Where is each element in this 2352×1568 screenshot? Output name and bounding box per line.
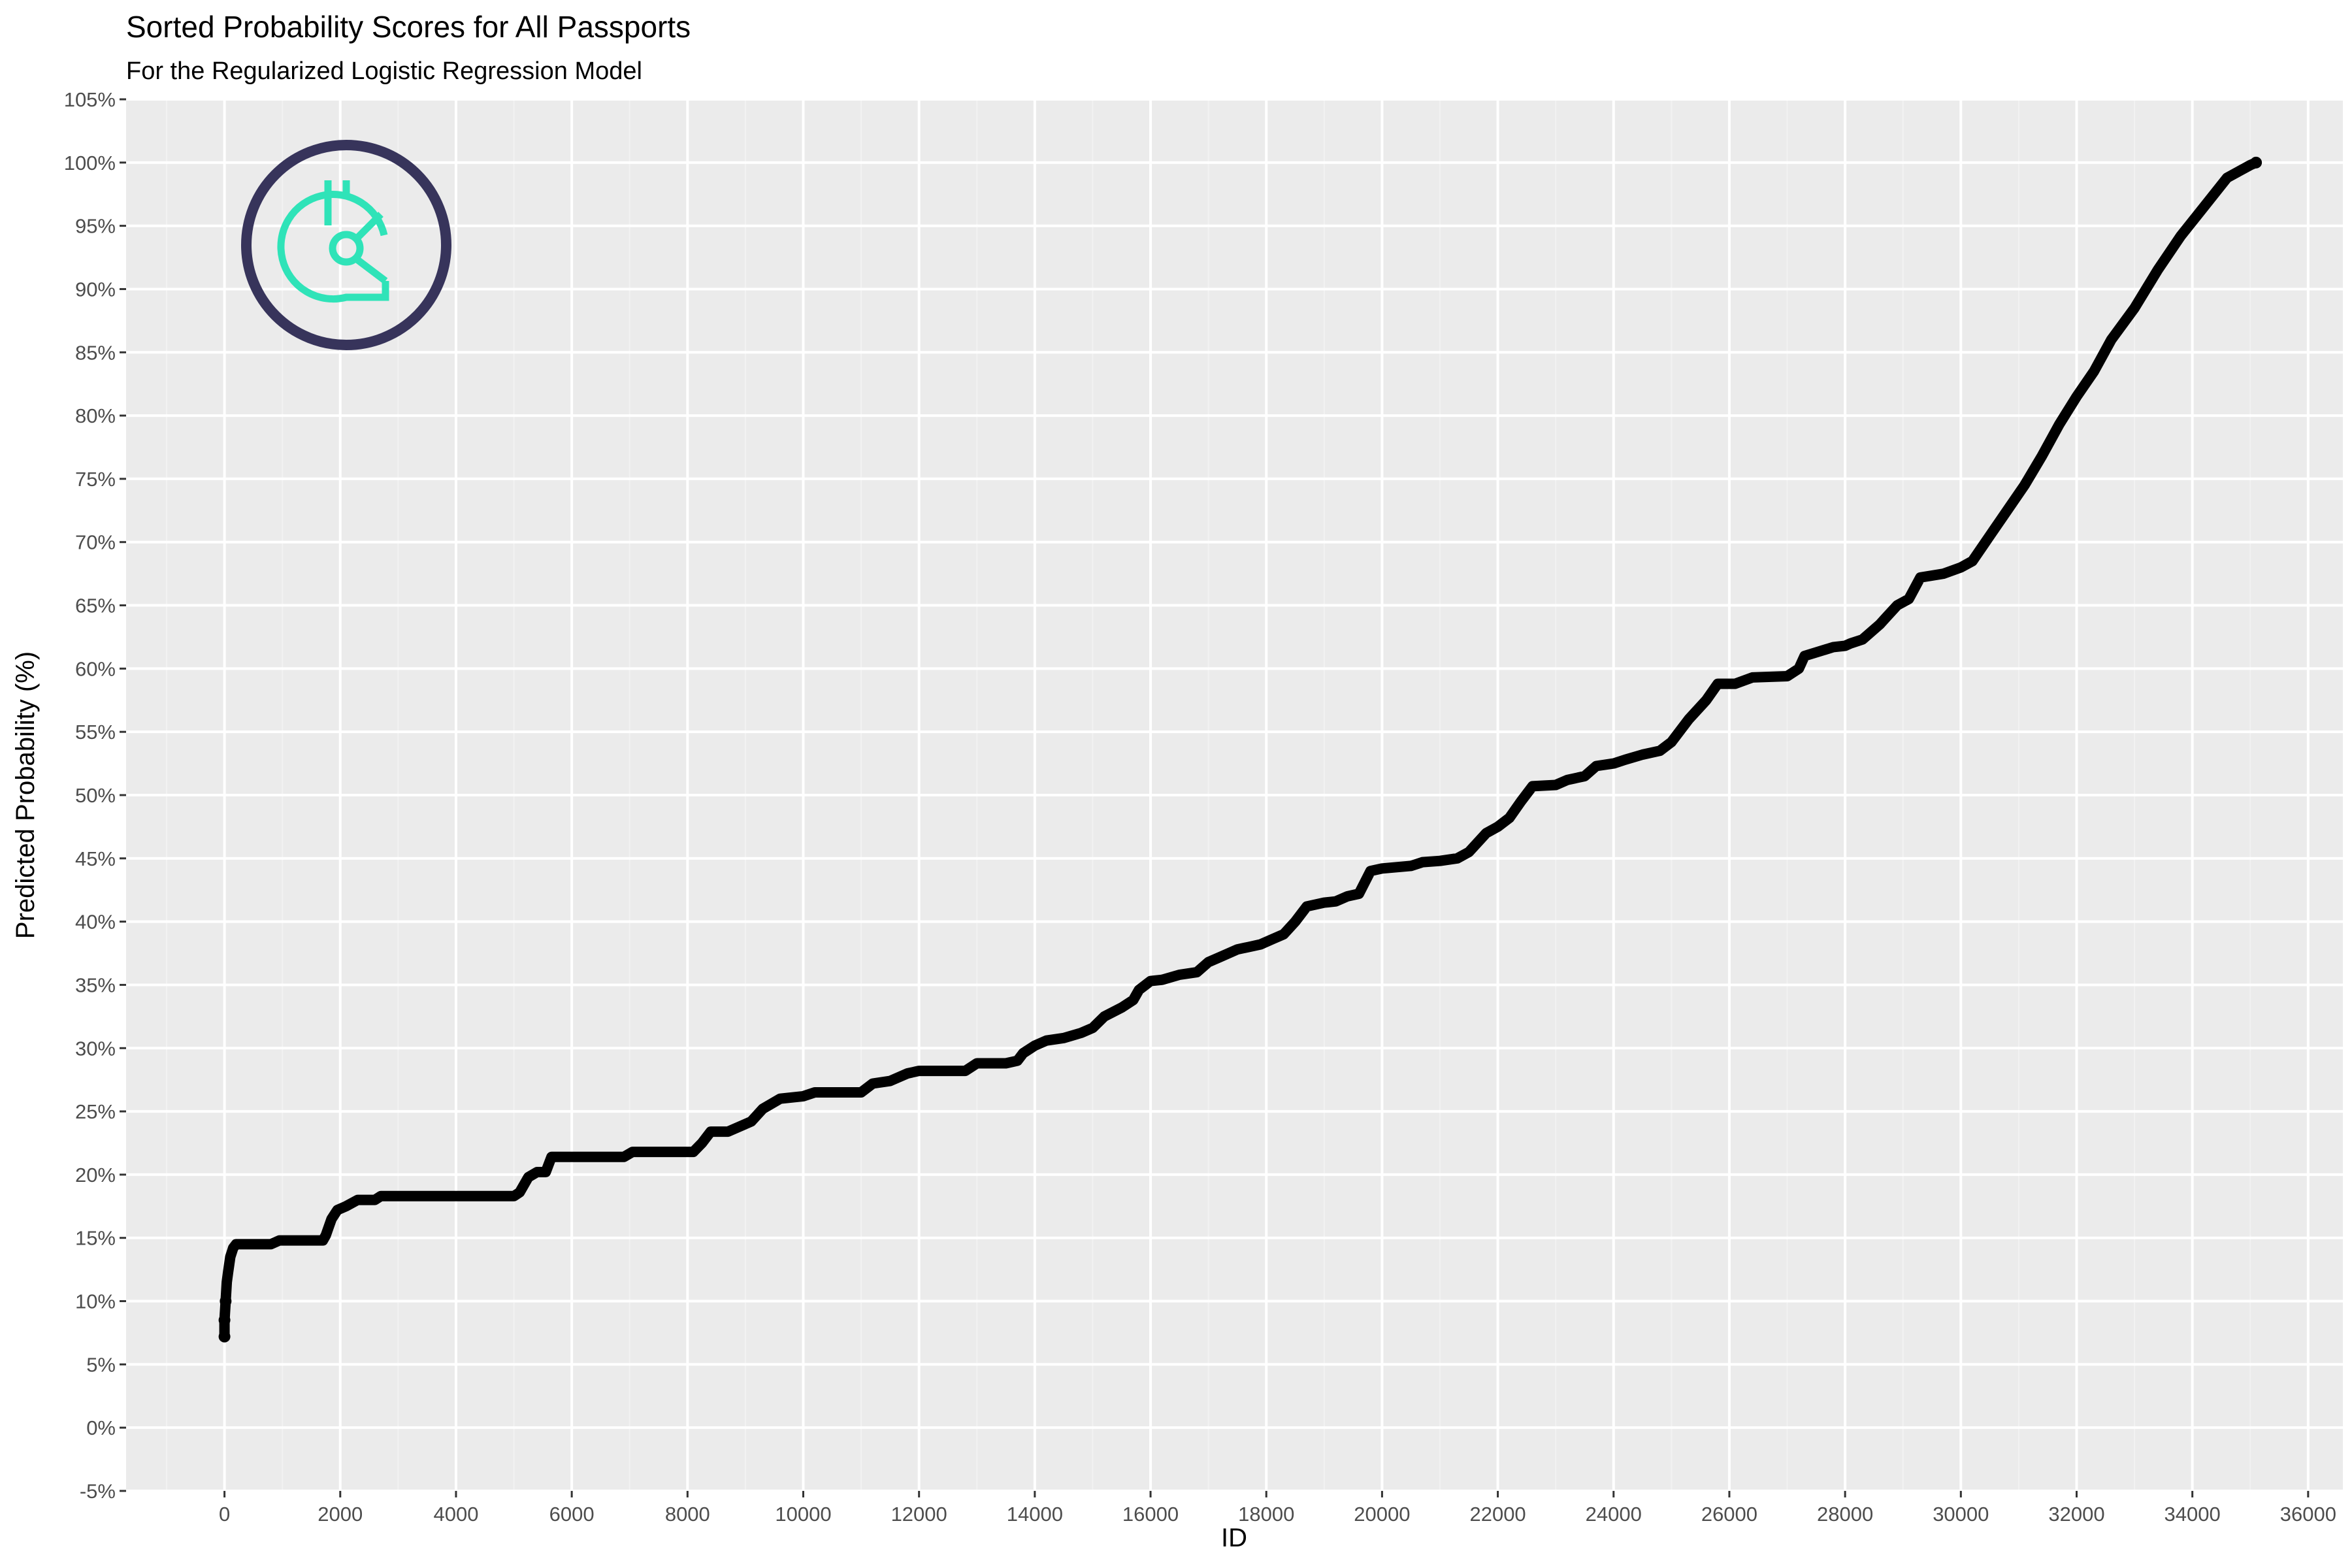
- y-tick-label: 55%: [75, 721, 116, 743]
- y-tick-label: 35%: [75, 973, 116, 996]
- x-tick-label: 34000: [2164, 1503, 2221, 1526]
- y-tick-label: 50%: [75, 784, 116, 807]
- y-axis-title: Predicted Probability (%): [11, 651, 40, 939]
- gitcoin-logo: [241, 140, 451, 350]
- y-tick-label: 5%: [86, 1353, 116, 1376]
- x-tick-label: 18000: [1238, 1503, 1294, 1526]
- y-tick-label: 90%: [75, 278, 116, 301]
- y-tick-label: 60%: [75, 657, 116, 680]
- chart-subtitle: For the Regularized Logistic Regression …: [126, 57, 642, 85]
- logo-mark-icon: [277, 180, 389, 303]
- y-tick-label: 95%: [75, 215, 116, 238]
- x-tick-label: 14000: [1007, 1503, 1063, 1526]
- x-axis-title: ID: [1221, 1524, 1247, 1552]
- x-tick-label: 30000: [1933, 1503, 1989, 1526]
- x-tick-label: 12000: [891, 1503, 947, 1526]
- y-tick-label: 40%: [75, 911, 116, 934]
- data-point: [218, 1314, 231, 1326]
- y-tick-label: 20%: [75, 1164, 116, 1186]
- grid-major: [126, 98, 2343, 1492]
- x-tick-label: 8000: [665, 1503, 710, 1526]
- logo-ring: [241, 140, 451, 350]
- y-tick-label: 75%: [75, 468, 116, 491]
- data-point: [2250, 156, 2262, 169]
- x-tick-label: 16000: [1122, 1503, 1179, 1526]
- x-tick-label: 2000: [318, 1503, 363, 1526]
- y-tick-label: 105%: [64, 88, 116, 111]
- x-tick-label: 4000: [433, 1503, 478, 1526]
- x-tick-label: 0: [219, 1503, 230, 1526]
- x-tick-label: 32000: [2048, 1503, 2104, 1526]
- y-tick-label: 65%: [75, 595, 116, 617]
- y-tick-label: 30%: [75, 1037, 116, 1060]
- y-tick-label: 80%: [75, 404, 116, 427]
- x-tick-label: 36000: [2280, 1503, 2336, 1526]
- y-tick-label: -5%: [80, 1480, 116, 1503]
- y-tick-label: 45%: [75, 847, 116, 870]
- y-tick-label: 25%: [75, 1100, 116, 1123]
- y-tick-label: 15%: [75, 1227, 116, 1250]
- chart-title: Sorted Probability Scores for All Passpo…: [126, 10, 691, 44]
- x-axis: 0 2000 4000 6000 8000 10000 12000 14000 16000 180…: [219, 1491, 2336, 1526]
- y-tick-label: 70%: [75, 531, 116, 554]
- x-tick-label: 10000: [775, 1503, 831, 1526]
- data-point: [218, 1330, 231, 1343]
- series-line: [219, 157, 2262, 1342]
- y-tick-label: 100%: [64, 152, 116, 174]
- x-tick-label: 24000: [1586, 1503, 1642, 1526]
- y-axis: -5% 0% 5% 10% 15% 20% 25% 30% 35% 40% 45% 50% 55% 60%…: [64, 88, 126, 1503]
- x-tick-label: 6000: [549, 1503, 595, 1526]
- x-tick-label: 28000: [1817, 1503, 1873, 1526]
- y-tick-label: 85%: [75, 341, 116, 364]
- series-layer: [218, 156, 2262, 1343]
- x-tick-label: 20000: [1354, 1503, 1410, 1526]
- x-tick-label: 22000: [1469, 1503, 1526, 1526]
- y-tick-label: 0%: [86, 1416, 116, 1439]
- data-point: [220, 1295, 232, 1307]
- y-tick-label: 10%: [75, 1290, 116, 1313]
- x-tick-label: 26000: [1701, 1503, 1757, 1526]
